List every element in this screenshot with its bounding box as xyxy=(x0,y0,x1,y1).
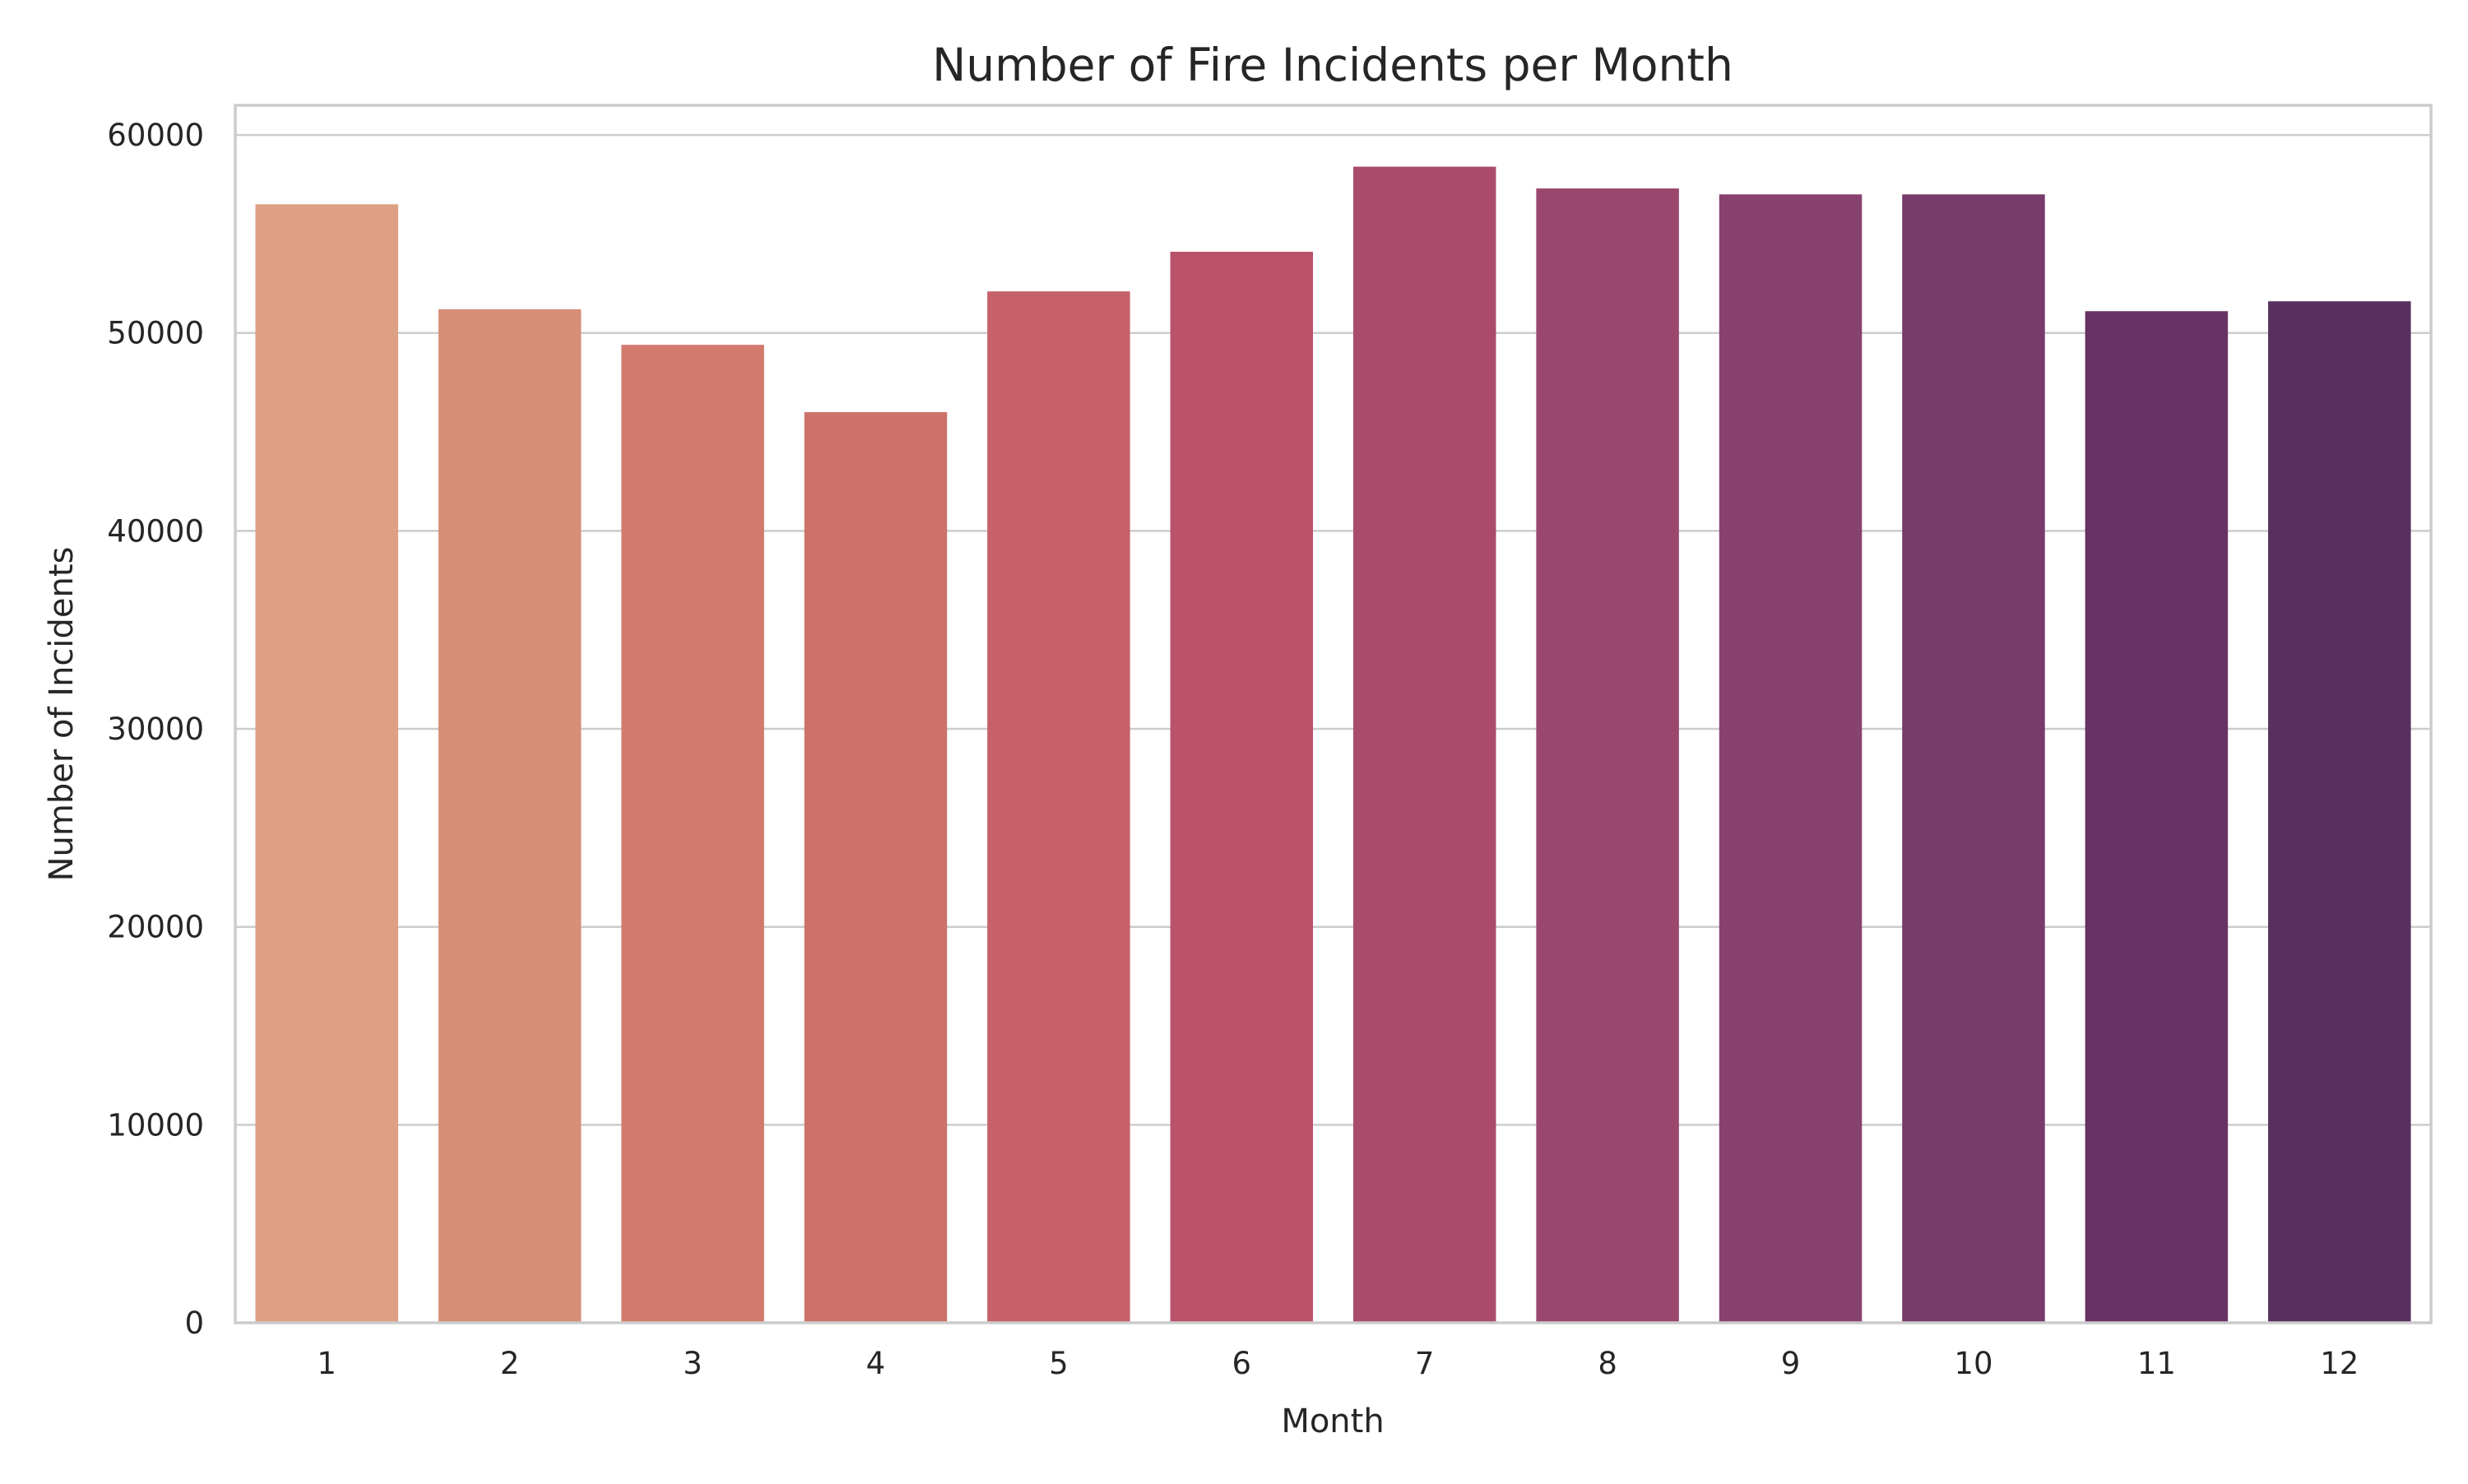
y-tick-label: 40000 xyxy=(107,513,204,549)
grid-lines xyxy=(235,133,2431,1324)
x-axis-label: Month xyxy=(1281,1403,1384,1440)
bar-month-2 xyxy=(438,308,582,1324)
chart-title: Number of Fire Incidents per Month xyxy=(932,39,1733,91)
bar-month-6 xyxy=(1170,252,1314,1323)
bar-month-9 xyxy=(1719,194,1863,1323)
x-tick-label: 9 xyxy=(1781,1346,1801,1381)
y-tick-label: 20000 xyxy=(107,910,204,945)
y-tick-label: 30000 xyxy=(107,712,204,747)
bar-month-1 xyxy=(255,204,398,1324)
bar-month-12 xyxy=(2268,301,2411,1323)
y-tick-label: 10000 xyxy=(107,1107,204,1143)
y-tick-label: 50000 xyxy=(107,316,204,351)
bar-month-4 xyxy=(804,412,948,1324)
y-tick-label: 60000 xyxy=(107,118,204,153)
bars xyxy=(255,166,2411,1324)
bar-month-5 xyxy=(987,291,1130,1323)
x-tick-label: 8 xyxy=(1598,1346,1617,1381)
y-axis-ticks: 0 10000 20000 30000 40000 50000 60000 xyxy=(107,118,204,1341)
x-tick-label: 7 xyxy=(1415,1346,1435,1381)
bar-month-8 xyxy=(1536,188,1679,1324)
bar-month-3 xyxy=(621,345,764,1323)
x-tick-label: 12 xyxy=(2320,1346,2359,1381)
plot-frame xyxy=(234,104,2433,1324)
y-tick-label: 0 xyxy=(184,1305,204,1341)
bar-month-7 xyxy=(1352,166,1496,1324)
x-tick-label: 10 xyxy=(1954,1346,1992,1381)
x-axis-ticks: 1 2 3 4 5 6 7 8 9 10 11 12 xyxy=(317,1346,2359,1381)
x-tick-label: 11 xyxy=(2137,1346,2176,1381)
x-tick-label: 5 xyxy=(1049,1346,1069,1381)
x-tick-label: 3 xyxy=(683,1346,703,1381)
bar-month-10 xyxy=(1902,194,2045,1323)
x-tick-label: 6 xyxy=(1232,1346,1252,1381)
y-axis-label: Number of Incidents xyxy=(43,547,81,882)
bar-month-11 xyxy=(2085,311,2229,1324)
x-tick-label: 2 xyxy=(500,1346,520,1381)
x-tick-label: 4 xyxy=(866,1346,886,1381)
x-tick-label: 1 xyxy=(317,1346,336,1381)
